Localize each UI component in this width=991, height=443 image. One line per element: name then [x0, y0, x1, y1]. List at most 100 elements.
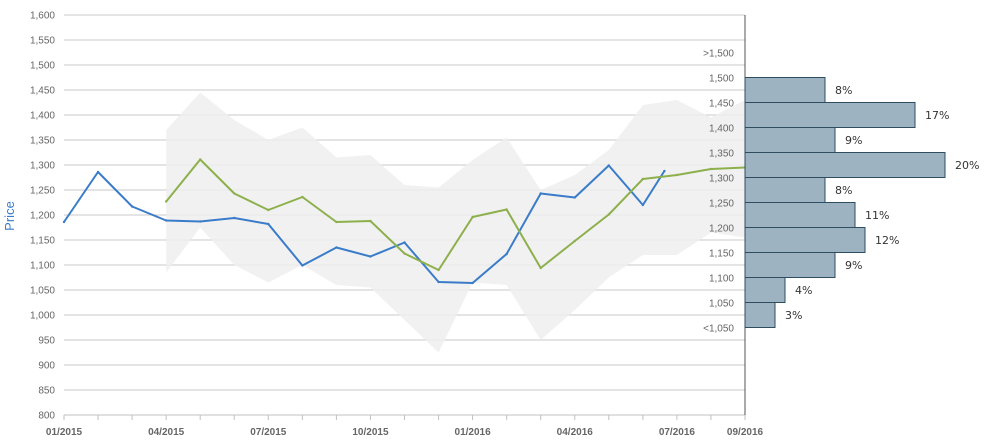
y-tick-label: 950	[38, 336, 55, 347]
histogram-bar	[744, 252, 836, 278]
forecast-point	[539, 266, 542, 270]
histogram-bin-label: 1,400	[709, 124, 734, 135]
histogram-bin-label: 1,450	[709, 99, 734, 110]
y-axis-label: Price	[2, 201, 17, 231]
forecast-range-area	[166, 92, 745, 353]
histogram-bin-label: >1,500	[703, 49, 734, 60]
actual-point	[437, 280, 440, 284]
actual-point	[96, 170, 100, 174]
y-tick-label: 1,500	[30, 61, 55, 72]
histogram-percent-label: 11%	[865, 209, 889, 222]
actual-point	[267, 222, 270, 226]
x-tick-label: 07/2016	[659, 427, 696, 438]
forecast-point	[233, 192, 236, 195]
histogram-bar	[744, 277, 786, 303]
histogram-bar	[744, 127, 836, 153]
actual-point	[199, 220, 202, 223]
y-tick-label: 1,350	[30, 136, 55, 147]
y-tick-label: 800	[38, 411, 55, 422]
y-tick-label: 1,600	[30, 11, 55, 22]
actual-point	[130, 205, 134, 208]
actual-point	[335, 246, 338, 249]
forecast-price-line	[165, 158, 746, 271]
actual-point	[62, 220, 66, 224]
histogram-bar	[744, 152, 946, 178]
y-tick-label: 1,550	[30, 36, 55, 47]
histogram-bar	[744, 227, 866, 253]
x-tick-label: 01/2016	[455, 427, 492, 438]
x-tick-label: 01/2015	[46, 427, 83, 438]
histogram-percent-label: 9%	[845, 259, 862, 272]
x-tick-label: 04/2016	[557, 427, 594, 438]
histogram-percent-label: 17%	[925, 109, 949, 122]
distribution-histogram: >1,500 1,500 1,450 1,400 1,350 1,300 1,250 1,20…	[703, 49, 979, 335]
x-tick-labels: 01/2015 04/2015 07/2015 10/2015 01/2016 04/20…	[46, 427, 764, 438]
actual-point	[573, 196, 576, 199]
histogram-percent-label: 9%	[845, 134, 862, 147]
histogram-bin-label: 1,300	[709, 174, 734, 185]
histogram-bin-label: 1,200	[709, 224, 734, 235]
actual-point	[471, 281, 474, 285]
y-tick-label: 1,000	[30, 311, 55, 322]
y-tick-label: 850	[38, 386, 55, 397]
actual-point	[505, 252, 508, 256]
y-tick-label: 1,150	[30, 236, 55, 247]
forecast-point	[267, 208, 270, 212]
y-tick-label: 900	[38, 361, 55, 372]
histogram-bin-label: 1,350	[709, 149, 734, 160]
forecast-point	[369, 219, 372, 223]
histogram-percent-label: 3%	[785, 309, 802, 322]
forecast-band	[166, 92, 745, 353]
histogram-percent-label: 12%	[875, 234, 899, 247]
series-lines	[62, 158, 747, 285]
actual-point	[607, 164, 610, 167]
histogram-bin-label: 1,050	[709, 299, 734, 310]
forecast-point	[437, 268, 440, 272]
y-tick-label: 1,400	[30, 111, 55, 122]
histogram-percent-label: 8%	[835, 84, 852, 97]
y-tick-label: 1,100	[30, 261, 55, 272]
y-tick-label: 1,450	[30, 86, 55, 97]
forecast-point	[164, 200, 168, 203]
forecast-point	[709, 167, 713, 171]
histogram-bin-label: 1,250	[709, 199, 734, 210]
actual-point	[641, 203, 645, 207]
actual-point	[164, 219, 168, 222]
histogram-bin-label: 1,100	[709, 274, 734, 285]
forecast-point	[675, 173, 679, 177]
actual-point	[301, 264, 304, 267]
histogram-bar	[744, 177, 826, 203]
forecast-point	[641, 177, 645, 181]
forecast-point	[573, 239, 576, 243]
x-tick-label: 04/2015	[148, 427, 185, 438]
histogram-bar	[744, 77, 826, 103]
actual-point	[539, 192, 542, 195]
forecast-point	[403, 252, 406, 255]
forecast-point	[301, 195, 304, 199]
forecast-point	[607, 213, 610, 216]
actual-point	[403, 241, 406, 244]
forecast-point	[471, 215, 474, 219]
forecast-point	[199, 158, 202, 161]
forecast-point	[505, 208, 508, 211]
forecast-point	[335, 220, 338, 224]
histogram-bin-label: 1,500	[709, 74, 734, 85]
histogram-bar	[744, 202, 856, 228]
histogram-percent-label: 8%	[835, 184, 852, 197]
x-tick-label: 10/2015	[352, 427, 389, 438]
y-tick-label: 1,300	[30, 161, 55, 172]
histogram-bar	[744, 102, 916, 128]
actual-point	[233, 216, 236, 220]
histogram-bin-label: 1,150	[709, 249, 734, 260]
y-tick-label: 1,250	[30, 186, 55, 197]
histogram-bar	[744, 302, 776, 328]
histogram-bin-label: <1,050	[703, 324, 734, 335]
actual-point	[663, 169, 666, 173]
y-tick-labels: 800 850 900 950 1,000 1,050 1,100 1,150 1,200 1,2…	[30, 11, 55, 422]
x-tick-label: 07/2015	[250, 427, 287, 438]
y-tick-label: 1,050	[30, 286, 55, 297]
histogram-percent-label: 20%	[955, 159, 979, 172]
x-tick-label: 09/2016	[727, 427, 764, 438]
histogram-percent-label: 4%	[795, 284, 812, 297]
